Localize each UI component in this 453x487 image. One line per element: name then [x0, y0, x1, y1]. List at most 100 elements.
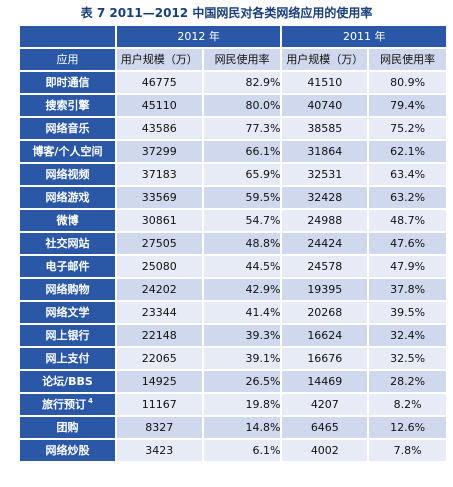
rate-2012-cell: 44.5%: [203, 256, 281, 277]
app-name-cell: 网络文学: [20, 302, 115, 323]
table-row: 即时通信 46775 82.9% 41510 80.9%: [20, 72, 446, 93]
users-2012-cell: 33569: [116, 187, 202, 208]
rate-2012-cell: 26.5%: [203, 371, 281, 392]
users-2012-cell: 23344: [116, 302, 202, 323]
app-name: 论坛/BBS: [42, 375, 93, 388]
users-2011-cell: 40740: [282, 95, 368, 116]
table-row: 网上银行 22148 39.3% 16624 32.4%: [20, 325, 446, 346]
users-2012-cell: 46775: [116, 72, 202, 93]
table-row: 电子邮件 25080 44.5% 24578 47.9%: [20, 256, 446, 277]
rate-2011-cell: 28.2%: [369, 371, 446, 392]
users-2012-cell: 8327: [116, 417, 202, 438]
app-column-header: 应用: [20, 49, 115, 70]
users-2011-cell: 4002: [282, 440, 368, 461]
corner-cell: [20, 26, 115, 47]
rate-2011-cell: 37.8%: [369, 279, 446, 300]
rate-2011-cell: 48.7%: [369, 210, 446, 231]
app-name-cell: 博客/个人空间: [20, 141, 115, 162]
rate-2011-cell: 32.4%: [369, 325, 446, 346]
table-row: 博客/个人空间 37299 66.1% 31864 62.1%: [20, 141, 446, 162]
app-name: 网络视频: [45, 168, 90, 181]
app-name-cell: 网上支付: [20, 348, 115, 369]
app-name: 团购: [56, 421, 79, 434]
rate-2011-cell: 47.9%: [369, 256, 446, 277]
column-header-row: 应用 用户规模（万） 网民使用率 用户规模（万） 网民使用率: [20, 49, 446, 70]
table-row: 社交网站 27505 48.8% 24424 47.6%: [20, 233, 446, 254]
app-name: 即时通信: [45, 76, 90, 89]
users-2012-header: 用户规模（万）: [116, 49, 202, 70]
rate-2012-cell: 54.7%: [203, 210, 281, 231]
rate-2012-cell: 39.3%: [203, 325, 281, 346]
table-row: 网络购物 24202 42.9% 19395 37.8%: [20, 279, 446, 300]
users-2011-cell: 19395: [282, 279, 368, 300]
table-row: 网络视频 37183 65.9% 32531 63.4%: [20, 164, 446, 185]
users-2011-cell: 16624: [282, 325, 368, 346]
app-name: 搜索引擎: [45, 99, 90, 112]
users-2012-cell: 27505: [116, 233, 202, 254]
users-2011-cell: 4207: [282, 394, 368, 415]
app-name: 网络炒股: [45, 444, 90, 457]
users-2011-cell: 16676: [282, 348, 368, 369]
users-2012-cell: 22148: [116, 325, 202, 346]
app-name: 微博: [56, 214, 79, 227]
year-2011-header: 2011 年: [282, 26, 446, 47]
table-row: 网络炒股 3423 6.1% 4002 7.8%: [20, 440, 446, 461]
app-name: 网络文学: [45, 306, 90, 319]
users-2012-cell: 24202: [116, 279, 202, 300]
rate-2011-cell: 39.5%: [369, 302, 446, 323]
app-name-cell: 电子邮件: [20, 256, 115, 277]
rate-2012-cell: 77.3%: [203, 118, 281, 139]
app-name-cell: 社交网站: [20, 233, 115, 254]
rate-2011-cell: 63.2%: [369, 187, 446, 208]
rate-2011-cell: 32.5%: [369, 348, 446, 369]
table-body: 即时通信 46775 82.9% 41510 80.9% 搜索引擎 45110 80.0% 40…: [20, 72, 446, 461]
rate-2012-cell: 41.4%: [203, 302, 281, 323]
rate-2012-cell: 59.5%: [203, 187, 281, 208]
app-name-cell: 旅行预订 4: [20, 394, 115, 415]
app-name-cell: 网络购物: [20, 279, 115, 300]
users-2012-cell: 3423: [116, 440, 202, 461]
rate-2012-cell: 48.8%: [203, 233, 281, 254]
footnote-marker: 4: [88, 397, 93, 406]
app-name: 网络音乐: [45, 122, 90, 135]
users-2012-cell: 37183: [116, 164, 202, 185]
rate-2012-cell: 39.1%: [203, 348, 281, 369]
rate-2011-header: 网民使用率: [369, 49, 446, 70]
rate-2012-cell: 14.8%: [203, 417, 281, 438]
users-2012-cell: 11167: [116, 394, 202, 415]
table-row: 搜索引擎 45110 80.0% 40740 79.4%: [20, 95, 446, 116]
users-2011-cell: 20268: [282, 302, 368, 323]
app-name-cell: 网络视频: [20, 164, 115, 185]
users-2011-header: 用户规模（万）: [282, 49, 368, 70]
app-name-cell: 网络音乐: [20, 118, 115, 139]
app-name: 网络游戏: [45, 191, 90, 204]
users-2011-cell: 6465: [282, 417, 368, 438]
table-caption: 表 7 2011—2012 中国网民对各类网络应用的使用率: [80, 6, 373, 20]
rate-2012-cell: 82.9%: [203, 72, 281, 93]
rate-2011-cell: 8.2%: [369, 394, 446, 415]
table-row: 网上支付 22065 39.1% 16676 32.5%: [20, 348, 446, 369]
rate-2011-cell: 75.2%: [369, 118, 446, 139]
users-2011-cell: 41510: [282, 72, 368, 93]
rate-2011-cell: 79.4%: [369, 95, 446, 116]
users-2011-cell: 32428: [282, 187, 368, 208]
users-2011-cell: 24424: [282, 233, 368, 254]
app-name-cell: 团购: [20, 417, 115, 438]
rate-2012-header: 网民使用率: [203, 49, 281, 70]
app-name: 社交网站: [45, 237, 90, 250]
app-name: 网上银行: [45, 329, 90, 342]
users-2011-cell: 32531: [282, 164, 368, 185]
users-2011-cell: 24578: [282, 256, 368, 277]
app-name-cell: 搜索引擎: [20, 95, 115, 116]
year-header-row: 2012 年 2011 年: [20, 26, 446, 47]
users-2012-cell: 43586: [116, 118, 202, 139]
app-name: 博客/个人空间: [32, 145, 103, 158]
app-name: 网上支付: [45, 352, 90, 365]
users-2011-cell: 31864: [282, 141, 368, 162]
rate-2012-cell: 19.8%: [203, 394, 281, 415]
rate-2012-cell: 80.0%: [203, 95, 281, 116]
app-name-cell: 网上银行: [20, 325, 115, 346]
rate-2012-cell: 42.9%: [203, 279, 281, 300]
users-2012-cell: 45110: [116, 95, 202, 116]
